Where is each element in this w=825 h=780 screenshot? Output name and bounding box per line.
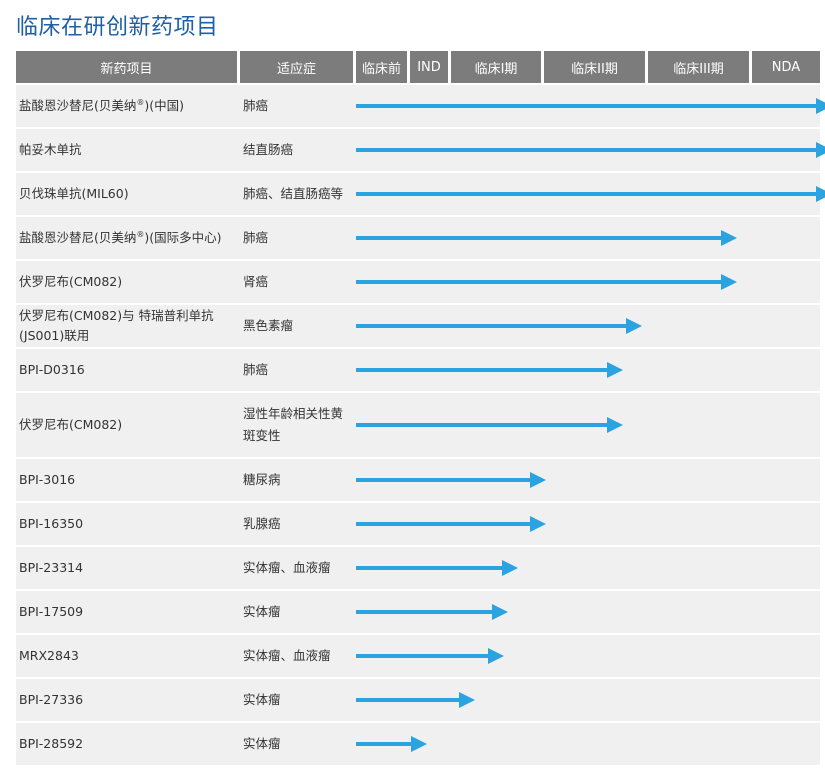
arrow-right-icon: [356, 318, 642, 334]
table-row: BPI-17509 实体瘤: [16, 589, 820, 633]
table-row: 伏罗尼布(CM082)与 特瑞普利单抗 (JS001)联用 黑色素瘤: [16, 303, 820, 347]
indication: 实体瘤、血液瘤: [243, 560, 331, 575]
drug-name: BPI-27336: [19, 692, 84, 707]
indication: 实体瘤、血液瘤: [243, 648, 331, 663]
arrow-right-icon: [356, 692, 475, 708]
header-stage-ind: IND: [410, 51, 448, 83]
header-stage-phase2: 临床II期: [544, 51, 645, 83]
drug-name: 伏罗尼布(CM082): [19, 274, 123, 289]
drug-name: BPI-28592: [19, 736, 84, 751]
indication: 黑色素瘤: [243, 318, 294, 333]
indication: 乳腺癌: [243, 516, 281, 531]
table-row: 帕妥木单抗 结直肠癌: [16, 127, 825, 171]
drug-name: BPI-17509: [19, 604, 84, 619]
indication: 实体瘤: [243, 736, 281, 751]
drug-name: BPI-16350: [19, 516, 84, 531]
arrow-right-icon: [356, 98, 825, 114]
arrow-right-icon: [356, 186, 825, 202]
drug-name: 盐酸恩沙替尼(贝美纳®)(国际多中心): [19, 229, 222, 245]
header-stage-phase3: 临床III期: [648, 51, 749, 83]
arrow-right-icon: [356, 362, 623, 378]
drug-name: MRX2843: [19, 648, 79, 663]
indication: 实体瘤: [243, 604, 281, 619]
drug-name: 伏罗尼布(CM082)与 特瑞普利单抗 (JS001)联用: [19, 308, 214, 343]
arrow-right-icon: [356, 417, 623, 433]
indication: 实体瘤: [243, 692, 281, 707]
arrow-right-icon: [356, 472, 546, 488]
indication: 肺癌: [243, 98, 269, 113]
pipeline-table: 新药项目 适应症 临床前 IND 临床I期 临床II期 临床III期 NDA 盐…: [16, 51, 825, 765]
header-stage-phase1: 临床I期: [451, 51, 541, 83]
header-indication: 适应症: [240, 51, 353, 83]
table-row: 盐酸恩沙替尼(贝美纳®)(国际多中心) 肺癌: [16, 215, 820, 259]
table-header: 新药项目 适应症 临床前 IND 临床I期 临床II期 临床III期 NDA: [16, 51, 820, 83]
table-body: 盐酸恩沙替尼(贝美纳®)(中国) 肺癌 帕妥木单抗 结直肠癌 贝伐珠单抗(MIL60) 肺…: [16, 83, 825, 765]
table-row: MRX2843 实体瘤、血液瘤: [16, 633, 820, 677]
drug-name: 贝伐珠单抗(MIL60): [19, 186, 129, 201]
drug-name: BPI-3016: [19, 472, 76, 487]
header-stage-nda: NDA: [752, 51, 820, 83]
arrow-right-icon: [356, 142, 825, 158]
table-row: 贝伐珠单抗(MIL60) 肺癌、结直肠癌等: [16, 171, 825, 215]
indication: 肺癌: [243, 362, 269, 377]
table-row: BPI-27336 实体瘤: [16, 677, 820, 721]
indication: 肺癌: [243, 230, 269, 245]
arrow-right-icon: [356, 736, 427, 752]
drug-name: 伏罗尼布(CM082): [19, 417, 123, 432]
table-row: 伏罗尼布(CM082) 肾癌: [16, 259, 820, 303]
indication: 结直肠癌: [243, 142, 294, 157]
indication: 肾癌: [243, 274, 269, 289]
indication: 糖尿病: [243, 472, 281, 487]
table-row: 伏罗尼布(CM082) 湿性年龄相关性黄 斑变性: [16, 391, 820, 457]
arrow-right-icon: [356, 560, 518, 576]
indication: 肺癌、结直肠癌等: [243, 186, 344, 201]
table-row: 盐酸恩沙替尼(贝美纳®)(中国) 肺癌: [16, 83, 825, 127]
drug-name: 帕妥木单抗: [19, 142, 82, 157]
arrow-right-icon: [356, 648, 504, 664]
header-stage-preclinical: 临床前: [356, 51, 407, 83]
arrow-right-icon: [356, 230, 737, 246]
indication: 湿性年龄相关性黄 斑变性: [243, 406, 344, 443]
page-title: 临床在研创新药项目: [16, 15, 219, 40]
header-drug: 新药项目: [16, 51, 237, 83]
drug-name: 盐酸恩沙替尼(贝美纳®)(中国): [19, 97, 185, 113]
drug-name: BPI-D0316: [19, 362, 85, 377]
table-row: BPI-16350 乳腺癌: [16, 501, 820, 545]
arrow-right-icon: [356, 604, 508, 620]
table-row: BPI-28592 实体瘤: [16, 721, 820, 765]
arrow-right-icon: [356, 274, 737, 290]
table-row: BPI-3016 糖尿病: [16, 457, 820, 501]
table-row: BPI-D0316 肺癌: [16, 347, 820, 391]
table-row: BPI-23314 实体瘤、血液瘤: [16, 545, 820, 589]
drug-name: BPI-23314: [19, 560, 84, 575]
arrow-right-icon: [356, 516, 546, 532]
